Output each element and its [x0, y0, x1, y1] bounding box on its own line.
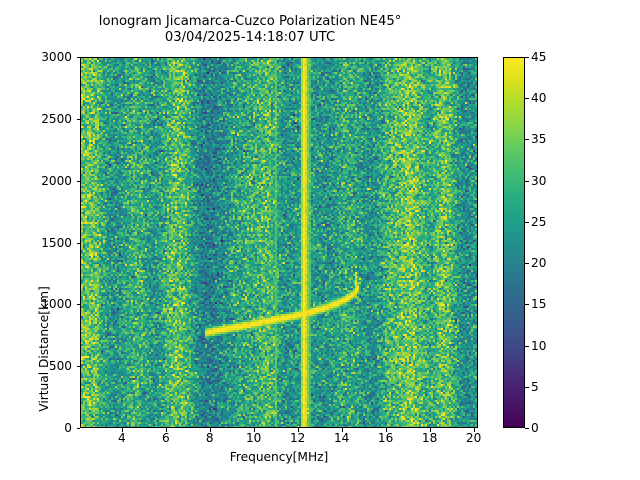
colorbar-label: Power [dB] — [556, 172, 570, 312]
y-tick-label-text: 1000 — [41, 297, 72, 312]
y-tick-mark — [76, 118, 80, 120]
y-tick-mark — [76, 242, 80, 244]
x-tick-label: 6 — [161, 431, 170, 445]
colorbar-tick-mark — [525, 57, 529, 58]
y-axis-label: Virtual Distance[km] — [16, 142, 51, 411]
chart-title-line-1: Ionogram Jicamarca-Cuzco Polarization NE… — [98, 14, 402, 29]
colorbar-tick-label: 20 — [531, 256, 547, 271]
colorbar-tick-label: 15 — [531, 297, 547, 312]
colorbar-tick-mark — [525, 428, 529, 429]
y-tick-label: 2000 — [0, 175, 72, 187]
colorbar-tick-label: 0 — [531, 421, 539, 435]
colorbar-tick-label: 25 — [531, 214, 547, 229]
y-tick-label-text: 0 — [64, 421, 72, 435]
x-tick-label: 18 — [421, 431, 438, 445]
x-tick-mark — [297, 428, 299, 432]
x-tick-mark — [473, 428, 475, 432]
y-tick-label: 1500 — [0, 235, 72, 250]
x-tick-mark — [121, 428, 123, 432]
colorbar-tick-mark — [525, 221, 529, 223]
colorbar-tick-mark — [525, 263, 529, 265]
y-tick-mark — [76, 180, 80, 182]
x-tick-label: 4 — [117, 431, 126, 445]
x-tick-mark — [253, 428, 255, 432]
x-tick-label: 14 — [333, 431, 350, 445]
y-tick-label-text: 1500 — [41, 235, 72, 250]
ionogram-plot-area[interactable] — [80, 57, 478, 428]
x-tick-mark — [341, 428, 343, 432]
x-axis-label-text: Frequency[MHz] — [229, 450, 329, 464]
y-tick-label-text: 2000 — [41, 173, 72, 188]
y-tick-label-text: 500 — [48, 359, 72, 374]
y-tick-label: 3000 — [0, 51, 72, 63]
y-tick-label-text: 2500 — [41, 111, 72, 126]
colorbar-tick-mark — [525, 345, 529, 347]
y-tick-mark — [76, 366, 80, 368]
colorbar-tick-mark — [525, 180, 529, 182]
colorbar-tick-mark — [525, 304, 529, 306]
ionogram-heatmap-canvas[interactable] — [81, 58, 477, 427]
colorbar-tick-label: 40 — [531, 91, 547, 106]
x-tick-mark — [165, 428, 167, 432]
y-tick-mark — [76, 57, 80, 58]
y-tick-label: 2500 — [0, 113, 72, 125]
x-tick-mark — [209, 428, 211, 432]
x-tick-label: 8 — [205, 431, 214, 445]
y-tick-mark — [76, 304, 80, 306]
y-tick-label: 1000 — [0, 298, 72, 310]
chart-title-line-2: 03/04/2025-14:18:07 UTC — [164, 29, 336, 45]
x-tick-label: 20 — [465, 431, 482, 445]
y-tick-label-text: 3000 — [41, 50, 72, 64]
colorbar-tick-label: 35 — [531, 132, 547, 147]
y-tick-mark — [76, 428, 80, 429]
x-tick-mark — [429, 428, 431, 432]
colorbar-tick-mark — [525, 139, 529, 141]
x-tick-label: 16 — [377, 431, 394, 445]
colorbar-tick-mark — [525, 386, 529, 388]
colorbar-tick-mark — [525, 98, 529, 100]
colorbar-tick-label: 45 — [531, 50, 547, 64]
x-tick-label: 12 — [289, 431, 306, 445]
colorbar[interactable] — [503, 57, 525, 428]
x-tick-label: 10 — [245, 431, 262, 445]
chart-title: Ionogram Jicamarca-Cuzco Polarization NE… — [0, 14, 500, 45]
colorbar-tick-label: 30 — [531, 173, 547, 188]
x-tick-mark — [385, 428, 387, 432]
y-axis-label-text: Virtual Distance[km] — [37, 286, 51, 412]
colorbar-tick-label: 5 — [531, 379, 539, 394]
colorbar-tick-label: 10 — [531, 338, 547, 353]
y-tick-label: 500 — [0, 360, 72, 372]
y-tick-label: 0 — [0, 422, 72, 434]
